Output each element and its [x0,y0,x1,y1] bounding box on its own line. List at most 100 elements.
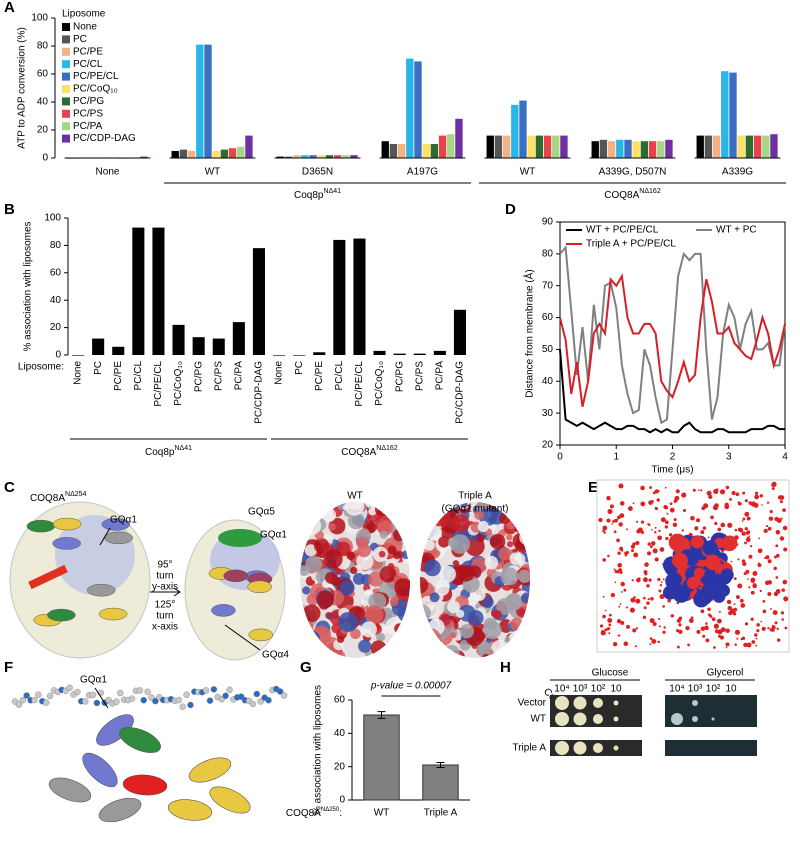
surface-patch [398,640,410,658]
lipid [754,491,759,495]
dilution: 10³ [688,684,703,695]
surface-patch [484,555,499,570]
x-prefix: COQ8ANΔ250: [286,807,342,819]
membrane-bead [35,691,42,698]
lipid [608,613,612,617]
lipid [636,529,641,534]
panel-letter: D [505,201,516,218]
legend-swatch [62,72,70,81]
lipid [759,494,763,498]
lipid [742,517,746,521]
lipid [775,544,779,548]
surface-patch [515,630,528,642]
surface-patch [519,631,530,650]
surface-patch [300,645,309,656]
surface-patch [456,609,465,619]
lipid [656,498,660,502]
lipid [766,501,770,504]
y-tick-label: 60 [334,695,346,706]
bar [737,135,745,158]
lipid [688,618,694,624]
arrow [150,587,181,597]
membrane-bead [93,699,101,707]
surface-patch [358,639,372,653]
lipid [619,501,625,506]
lipid [612,520,615,523]
lipid [670,614,674,618]
bar [648,141,657,158]
group-label-sup: NΔ162 [376,445,398,452]
lipid [741,531,746,536]
lipid [659,583,663,587]
lipid [707,536,710,539]
surface-patch [399,647,407,655]
lipid [724,502,729,507]
panel-letter: G [300,659,312,676]
membrane-bead [117,689,124,697]
legend-label: PC/CL [73,59,103,70]
label: x-axis [152,622,178,633]
bar [422,144,430,158]
surface-patch [398,516,410,531]
legend-label: PC [73,34,87,45]
bar [438,135,447,158]
label: y-axis [152,582,178,593]
surface-patch [420,509,427,519]
lipid [692,488,696,492]
lipid [718,610,721,613]
lipid [598,517,603,523]
lipid [763,528,768,533]
surface-patch [302,503,313,515]
lipid [776,638,781,642]
helix [167,799,213,821]
lipid [649,545,653,549]
surface-patch [368,571,384,587]
legend-swatch [62,85,70,93]
lipid [657,577,661,582]
lipid [612,641,618,647]
y-tick-label: 0 [55,350,61,361]
bar [413,353,426,355]
colony-spot [593,743,603,753]
membrane-bead [265,697,272,704]
bar [325,155,334,158]
protein [668,533,687,552]
surface-patch [308,502,327,516]
lipid [610,592,616,598]
surface-patch [405,545,410,552]
lipid [771,481,777,487]
surface-patch [421,508,432,519]
x-tick-label: 3 [726,452,732,463]
panel-letter: E [588,479,598,496]
bar [543,135,552,158]
bar [704,135,713,158]
helix [52,537,81,550]
membrane-bead [136,687,144,694]
lipid [780,517,783,520]
lipid [647,542,651,546]
lipid [769,608,772,610]
lipid [705,638,710,643]
surface-patch [382,502,399,513]
label: GQα1 [260,530,287,541]
surface-patch [304,544,317,557]
helix [48,777,92,803]
surface-patch [424,559,441,577]
lipid [744,541,747,545]
lipid [779,536,785,541]
lipid [651,638,657,644]
surface-patch [339,580,355,596]
lipid [757,548,763,554]
lipid [632,628,637,633]
lipid [737,501,740,504]
membrane-bead [152,697,159,705]
bar [92,338,105,355]
lipid [758,537,761,540]
bar [333,239,346,355]
surface-patch [302,586,311,595]
helix [101,518,131,531]
bar [657,141,665,158]
helix [98,607,128,621]
lipid [618,621,621,624]
bar [353,238,366,355]
